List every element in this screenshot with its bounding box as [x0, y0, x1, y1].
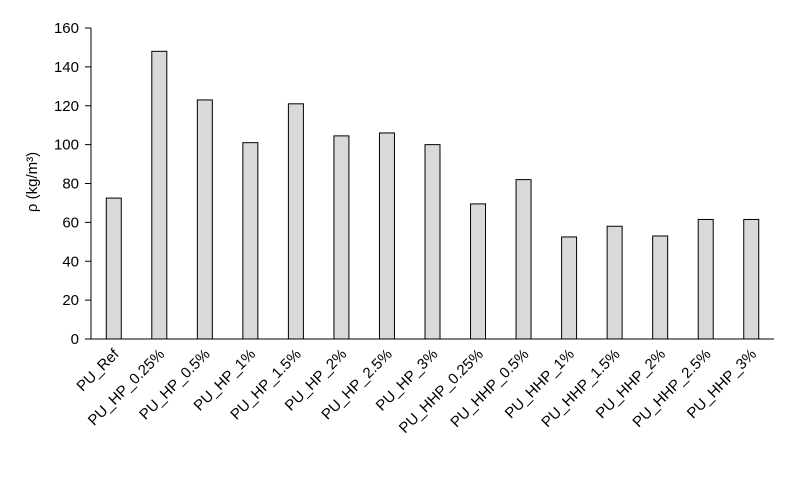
y-tick-label: 0	[71, 331, 79, 348]
bar	[743, 218, 760, 340]
bar	[606, 225, 623, 340]
bar	[424, 144, 441, 340]
bar	[287, 103, 304, 340]
bars	[105, 50, 760, 340]
bar	[333, 135, 350, 340]
bar	[242, 142, 259, 340]
x-axis-labels: PU_RefPU_HP_0.25%PU_HP_0.5%PU_HP_1%PU_HP…	[73, 345, 760, 437]
x-category-label: PU_HHP_0.5%	[447, 346, 532, 431]
bar	[470, 203, 487, 340]
bar	[378, 132, 395, 340]
y-tick-label: 20	[62, 292, 79, 309]
y-tick-label: 160	[54, 20, 79, 37]
y-tick-label: 60	[62, 214, 79, 231]
y-tick-label: 140	[54, 59, 79, 76]
x-category-label: PU_HHP_2.5%	[629, 346, 714, 431]
bar	[561, 236, 578, 340]
bar	[697, 218, 714, 340]
x-category-label: PU_HHP_0.25%	[396, 346, 487, 437]
bar	[515, 179, 532, 340]
bar	[652, 235, 669, 340]
y-tick-label: 120	[54, 98, 79, 115]
y-tick-label: 100	[54, 137, 79, 154]
x-category-label: PU_HHP_1.5%	[538, 346, 623, 431]
y-tick-label: 40	[62, 253, 79, 270]
y-axis-ticks: 0 20 40 60 80 100 120 140 160	[54, 20, 91, 348]
y-tick-label: 80	[62, 176, 79, 193]
y-axis-title: ρ (kg/m³)	[24, 152, 41, 212]
bar	[105, 197, 122, 340]
bar	[151, 50, 168, 340]
bar	[196, 99, 213, 340]
